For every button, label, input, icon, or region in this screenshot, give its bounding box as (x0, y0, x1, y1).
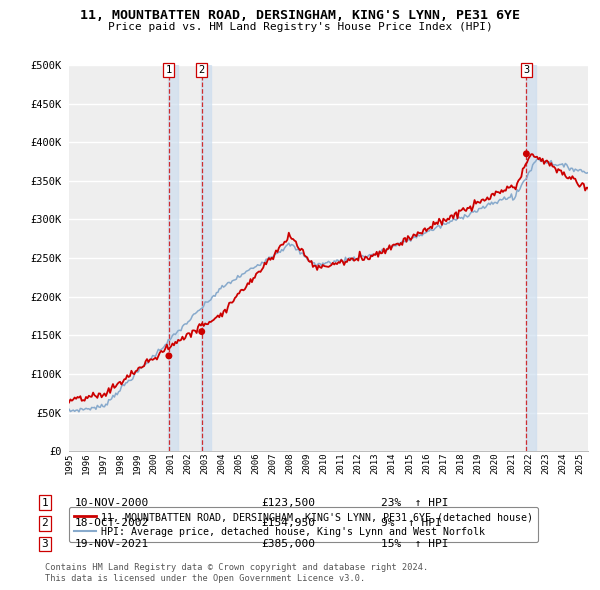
Text: Price paid vs. HM Land Registry's House Price Index (HPI): Price paid vs. HM Land Registry's House … (107, 22, 493, 32)
Text: £385,000: £385,000 (261, 539, 315, 549)
Text: 1: 1 (41, 498, 49, 507)
Text: 18-OCT-2002: 18-OCT-2002 (75, 519, 149, 528)
Text: 1: 1 (166, 65, 172, 75)
Point (164, 351, 173, 360)
Bar (526, 65, 536, 451)
Text: This data is licensed under the Open Government Licence v3.0.: This data is licensed under the Open Gov… (45, 574, 365, 583)
Bar (201, 65, 211, 451)
Text: 15%  ↑ HPI: 15% ↑ HPI (381, 539, 449, 549)
Text: 10-NOV-2000: 10-NOV-2000 (75, 498, 149, 507)
Text: 11, MOUNTBATTEN ROAD, DERSINGHAM, KING'S LYNN, PE31 6YE: 11, MOUNTBATTEN ROAD, DERSINGHAM, KING'S… (80, 9, 520, 22)
Bar (168, 65, 178, 451)
Point (197, 327, 206, 336)
Text: 3: 3 (41, 539, 49, 549)
Text: £154,950: £154,950 (261, 519, 315, 528)
Legend: 11, MOUNTBATTEN ROAD, DERSINGHAM, KING'S LYNN, PE31 6YE (detached house), HPI: A: 11, MOUNTBATTEN ROAD, DERSINGHAM, KING'S… (69, 507, 538, 542)
Text: 2: 2 (199, 65, 205, 75)
Text: 19-NOV-2021: 19-NOV-2021 (75, 539, 149, 549)
Text: Contains HM Land Registry data © Crown copyright and database right 2024.: Contains HM Land Registry data © Crown c… (45, 563, 428, 572)
Text: 23%  ↑ HPI: 23% ↑ HPI (381, 498, 449, 507)
Text: 9%  ↑ HPI: 9% ↑ HPI (381, 519, 442, 528)
Point (521, 149, 531, 159)
Text: 3: 3 (523, 65, 530, 75)
Text: 2: 2 (41, 519, 49, 528)
Text: £123,500: £123,500 (261, 498, 315, 507)
